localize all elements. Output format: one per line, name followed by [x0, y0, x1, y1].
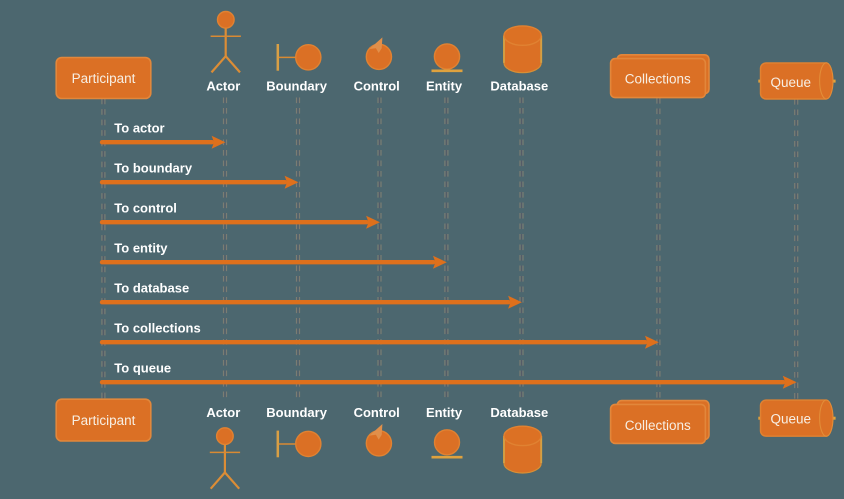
svg-text:To collections: To collections: [114, 321, 200, 336]
svg-text:Actor: Actor: [206, 405, 240, 420]
svg-text:Participant: Participant: [72, 71, 136, 86]
svg-text:To queue: To queue: [114, 361, 171, 376]
svg-text:Control: Control: [354, 405, 400, 420]
svg-text:Boundary: Boundary: [266, 79, 327, 94]
svg-text:Database: Database: [490, 405, 548, 420]
svg-text:To actor: To actor: [114, 121, 164, 136]
svg-text:Control: Control: [354, 79, 400, 94]
svg-text:Boundary: Boundary: [266, 405, 327, 420]
svg-text:Collections: Collections: [625, 418, 691, 433]
svg-text:Entity: Entity: [426, 79, 463, 94]
svg-text:To database: To database: [114, 281, 189, 296]
svg-text:Actor: Actor: [206, 79, 240, 94]
svg-text:Entity: Entity: [426, 405, 463, 420]
svg-text:To control: To control: [114, 201, 177, 216]
svg-text:Queue: Queue: [771, 75, 812, 90]
svg-text:To boundary: To boundary: [114, 161, 193, 176]
svg-text:Queue: Queue: [771, 412, 812, 427]
svg-text:To entity: To entity: [114, 241, 168, 256]
svg-text:Participant: Participant: [72, 413, 136, 428]
svg-text:Collections: Collections: [625, 72, 691, 87]
svg-text:Database: Database: [490, 79, 548, 94]
